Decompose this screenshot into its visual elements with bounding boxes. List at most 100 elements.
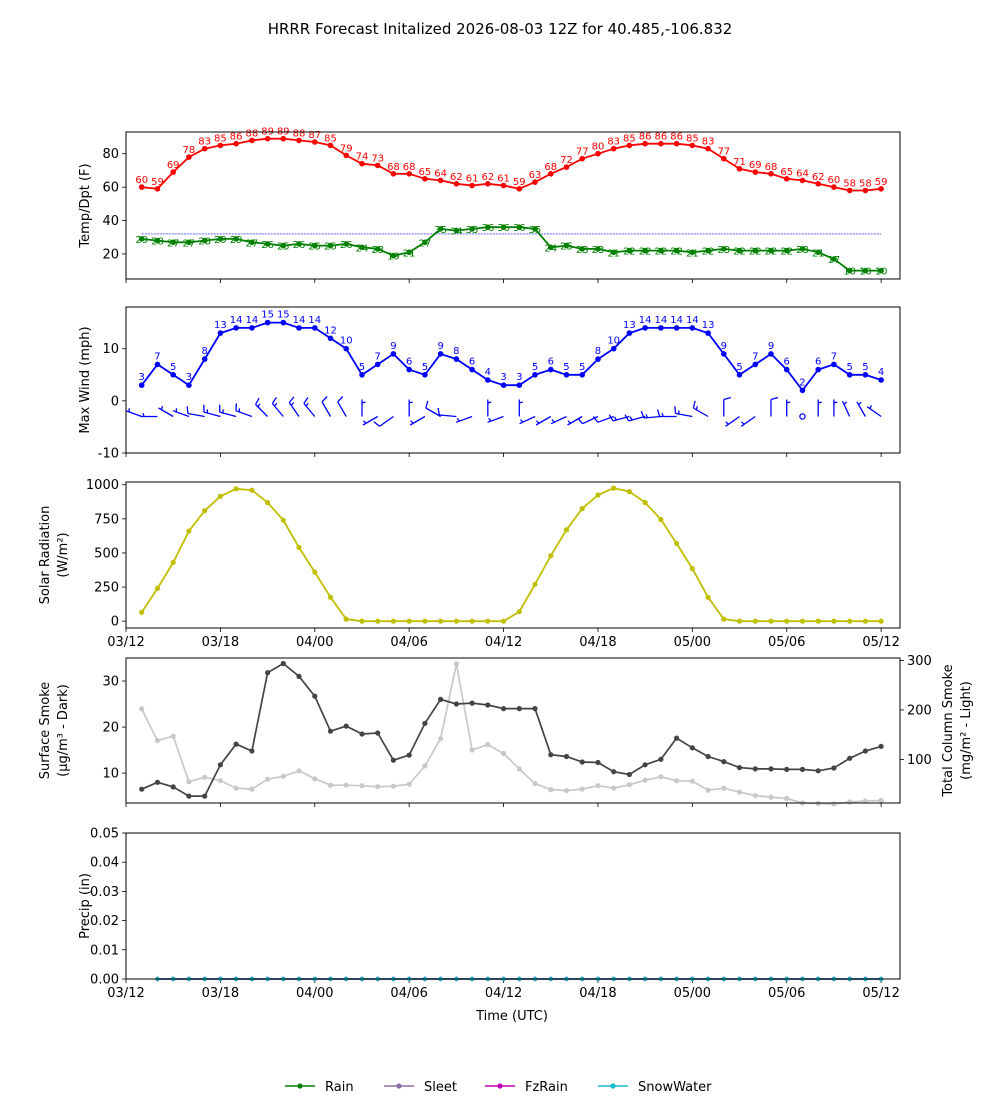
temp-point: [878, 186, 884, 192]
temp-data-label: 64: [796, 168, 809, 179]
x-tick-label: 05/00: [674, 986, 711, 1001]
dewpoint-point: [138, 236, 145, 242]
dewpoint-point: [186, 239, 192, 246]
dewpoint-point: [548, 244, 554, 251]
temp-point: [579, 155, 585, 162]
wind-point: [264, 319, 271, 326]
wind-barb: [692, 400, 709, 418]
smoke_light-point: [674, 778, 680, 784]
wind-point: [280, 319, 287, 326]
dewpoint-data-label: 29: [230, 235, 243, 246]
y-tick-label: 0.05: [90, 827, 119, 842]
smoke_dark-point: [736, 765, 743, 771]
dewpoint-point: [154, 237, 161, 244]
barb-shaft: [271, 403, 284, 417]
axes-frame: [125, 481, 901, 629]
dewpoint-data-label: 27: [167, 238, 180, 249]
wind-data-label: 14: [686, 315, 699, 326]
barb-half-flag: [613, 416, 617, 421]
temp-data-label: 61: [497, 173, 510, 184]
smoke_dark-point: [516, 706, 522, 712]
smoke_light-point: [548, 787, 554, 793]
wind-barb: [158, 406, 174, 418]
wind-data-label: 10: [607, 336, 620, 347]
wind-point: [595, 356, 601, 362]
y-tick-label: 60: [102, 181, 119, 196]
dewpoint-point: [327, 242, 334, 249]
wind-point: [721, 351, 727, 357]
dewpoint-data-label: 10: [875, 267, 888, 278]
temp-data-label: 68: [387, 162, 400, 173]
wind-barb: [640, 410, 661, 419]
smoke_light-line: [140, 663, 882, 805]
temp-point: [312, 139, 318, 145]
wind-data-label: 3: [139, 372, 145, 383]
smoke_dark-point: [595, 759, 601, 766]
solar-point: [736, 618, 743, 624]
axes-frame: [125, 657, 901, 804]
dewpoint-point: [280, 242, 287, 249]
dewpoint-point: [673, 247, 680, 254]
barb-shaft: [866, 406, 882, 418]
x-tick-label: 05/06: [768, 986, 805, 1001]
wind-point: [815, 366, 821, 373]
barb-flag: [692, 400, 696, 409]
y-axis-unit: (μg/m³ - Dark): [56, 684, 71, 777]
legend-marker: [610, 1083, 616, 1089]
panel-4: 10 20 30 Surface Smoke (μg/m³ - Dark) 100 200 3…: [38, 654, 974, 807]
barb-half-flag: [551, 419, 555, 423]
wind-data-label: 7: [375, 351, 381, 362]
smoke_dark-line: [141, 662, 882, 797]
dewpoint-data-label: 22: [702, 247, 715, 258]
dewpoint-point: [437, 226, 444, 232]
dewpoint-data-label: 23: [796, 245, 809, 256]
wind-barb: [408, 399, 413, 417]
dewpoint-data-label: 21: [403, 248, 416, 259]
barb-shaft: [125, 410, 142, 418]
solar-point: [343, 616, 349, 622]
wind-point: [312, 325, 318, 331]
smoke_dark-point: [327, 728, 334, 734]
legend-item-fzrain: FzRain: [485, 1080, 568, 1095]
smoke_light-point: [359, 783, 365, 789]
dewpoint-point: [516, 224, 523, 230]
dewpoint-point: [705, 247, 711, 254]
legend-item-rain: Rain: [285, 1080, 354, 1095]
barb-shaft: [693, 407, 709, 418]
dewpoint-data-label: 25: [277, 242, 290, 253]
wind-barb: [725, 415, 740, 427]
smoke_dark-point: [170, 784, 176, 790]
wind-point: [846, 372, 853, 378]
wind-data-label: 12: [324, 325, 337, 336]
calm-circle: [799, 413, 806, 420]
temp-point: [469, 182, 475, 189]
wind-data-label: 15: [277, 310, 290, 321]
y-tick-label: 0: [111, 615, 119, 630]
barb-shaft: [288, 402, 300, 417]
dewpoint-point: [390, 252, 397, 259]
barb-shaft: [550, 415, 567, 425]
temp-point: [768, 171, 774, 177]
solar-point: [170, 559, 176, 566]
barb-half-flag: [160, 406, 164, 410]
smoke_light-point: [327, 782, 334, 788]
wind-point: [548, 366, 554, 373]
smoke_light-point: [736, 789, 743, 795]
wind-barb: [799, 413, 806, 420]
temp-data-label: 72: [560, 155, 573, 166]
temp-point: [548, 171, 554, 177]
smoke_dark-point: [579, 759, 585, 765]
barb-half-flag: [290, 402, 295, 406]
temp-data-label: 68: [544, 162, 557, 173]
wind-barb: [856, 401, 866, 417]
smoke_dark-point: [154, 779, 161, 785]
barb-flag: [624, 414, 630, 422]
barb-flag: [674, 406, 677, 414]
wind-data-label: 14: [639, 315, 652, 326]
dewpoint-data-label: 22: [670, 247, 683, 258]
wind-point: [752, 361, 759, 368]
dewpoint-data-label: 26: [293, 240, 306, 251]
smoke_light-point: [170, 733, 176, 739]
dewpoint-data-label: 27: [183, 238, 196, 249]
legend-item-sleet: Sleet: [384, 1080, 457, 1095]
